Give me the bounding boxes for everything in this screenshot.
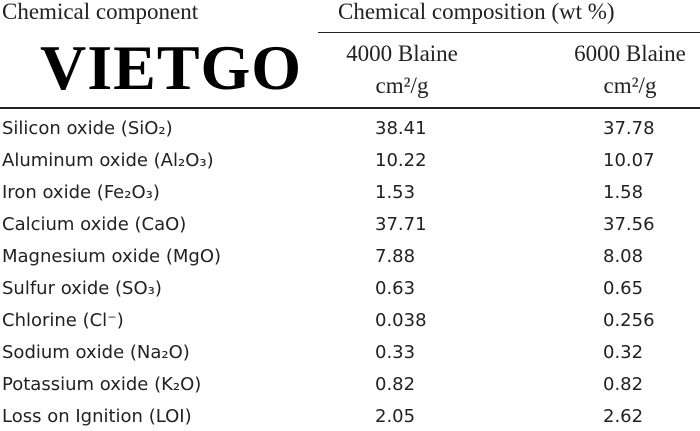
cell-value: 10.22 xyxy=(375,150,427,171)
cell-value: 37.78 xyxy=(603,118,655,139)
header-bottom-rule xyxy=(0,107,700,109)
cell-value: 1.53 xyxy=(375,182,416,203)
row-label: Loss on Ignition (LOI) xyxy=(2,406,192,427)
cell-value: 38.41 xyxy=(375,118,427,139)
cell-value: 0.038 xyxy=(375,310,427,331)
logo: VIETGO xyxy=(40,32,303,103)
cell-value: 0.33 xyxy=(375,342,416,363)
cell-value: 1.58 xyxy=(603,182,644,203)
row-label: Silicon oxide (SiO₂) xyxy=(2,118,173,139)
row-label: Aluminum oxide (Al₂O₃) xyxy=(2,150,214,171)
row-label: Sodium oxide (Na₂O) xyxy=(2,342,190,363)
cell-value: 37.56 xyxy=(603,214,655,235)
row-label: Potassium oxide (K₂O) xyxy=(2,374,202,395)
column-name: 6000 Blaine xyxy=(574,41,686,66)
cell-value: 0.256 xyxy=(603,310,655,331)
cell-value: 0.63 xyxy=(375,278,416,299)
column-unit: cm²/g xyxy=(375,73,429,98)
row-label: Chlorine (Cl⁻) xyxy=(2,310,124,331)
header-component: Chemical component xyxy=(2,0,199,24)
cell-value: 7.88 xyxy=(375,246,416,267)
cell-value: 2.05 xyxy=(375,406,416,427)
cell-value: 0.65 xyxy=(603,278,644,299)
cell-value: 0.32 xyxy=(603,342,644,363)
row-label: Magnesium oxide (MgO) xyxy=(2,246,222,267)
cell-value: 10.07 xyxy=(603,150,655,171)
header-rule xyxy=(318,32,700,33)
column-unit: cm²/g xyxy=(603,73,657,98)
cell-value: 37.71 xyxy=(375,214,427,235)
cell-value: 8.08 xyxy=(603,246,644,267)
cell-value: 0.82 xyxy=(603,374,644,395)
row-label: Calcium oxide (CaO) xyxy=(2,214,187,235)
cell-value: 2.62 xyxy=(603,406,644,427)
column-name: 4000 Blaine xyxy=(346,41,458,66)
row-label: Iron oxide (Fe₂O₃) xyxy=(2,182,160,203)
cell-value: 0.82 xyxy=(375,374,416,395)
header-composition: Chemical composition (wt %) xyxy=(338,0,615,24)
row-label: Sulfur oxide (SO₃) xyxy=(2,278,162,299)
